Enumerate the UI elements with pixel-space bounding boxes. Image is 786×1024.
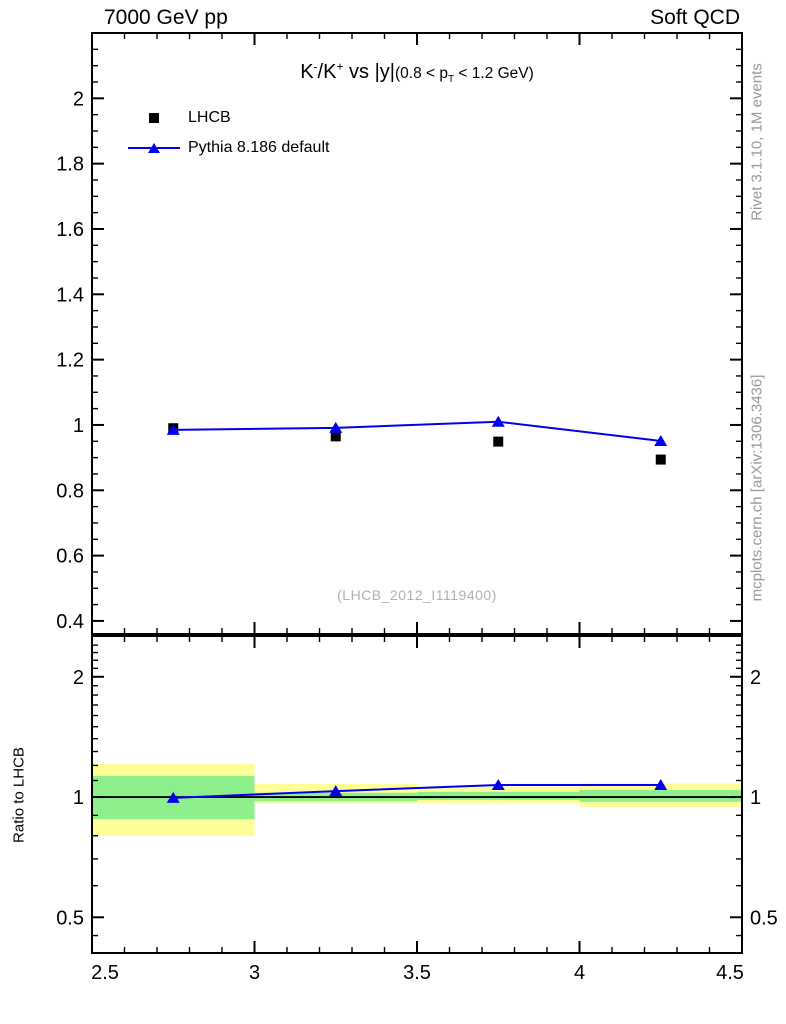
uncertainty-band-inner <box>417 791 580 801</box>
legend-label: LHCB <box>188 109 231 126</box>
legend-label: Pythia 8.186 default <box>188 139 330 156</box>
legend: LHCB Pythia 8.186 default <box>128 103 329 163</box>
lhcb-data-point <box>330 431 341 442</box>
x-tick-label: 3 <box>249 962 260 984</box>
main-y-tick-label: 1.2 <box>56 350 84 372</box>
pythia-ratio-line <box>173 783 661 799</box>
lhcb-data-point <box>493 436 504 447</box>
observable-text: K <box>300 60 314 83</box>
pythia-ratio-data-point <box>491 778 505 790</box>
legend-item-lhcb: LHCB <box>128 103 329 133</box>
triangle-marker-icon <box>148 143 160 153</box>
pt-range-text: (0.8 < p <box>394 64 448 82</box>
ratio-y-tick-label-left: 0.5 <box>56 907 84 929</box>
superscript-plus: + <box>336 59 344 73</box>
x-tick-label: 4 <box>574 962 585 984</box>
pythia-ratio-data-point <box>329 785 343 797</box>
ratio-axis-title: Ratio to LHCB <box>10 747 28 843</box>
ratio-y-tick-label-right: 0.5 <box>750 907 778 929</box>
ratio-y-tick-label-left: 2 <box>73 667 84 689</box>
pythia-data-point <box>654 434 668 446</box>
main-y-tick-label: 0.4 <box>56 611 84 633</box>
legend-marker <box>128 133 180 163</box>
x-tick-label: 4.5 <box>716 962 744 984</box>
x-tick-label: 2.5 <box>91 962 119 984</box>
main-y-tick-label: 0.6 <box>56 546 84 568</box>
superscript-minus: - <box>313 59 318 73</box>
rivet-version-label: Rivet 3.1.10, 1M events <box>748 63 766 221</box>
ratio-y-tick-label-left: 1 <box>73 787 84 809</box>
beam-energy-label: 7000 GeV pp <box>104 6 228 29</box>
main-y-tick-label: 1.8 <box>56 154 84 176</box>
uncertainty-band-inner <box>579 790 742 802</box>
pythia-ratio-data-point <box>654 778 668 790</box>
ratio-y-tick-label-right: 2 <box>750 667 761 689</box>
main-y-tick-label: 2 <box>73 88 84 110</box>
main-y-tick-label: 1 <box>73 415 84 437</box>
pythia-ratio-data-point <box>166 791 180 803</box>
lhcb-data-point <box>655 454 666 465</box>
pythia-data-point <box>329 421 343 433</box>
pythia-line <box>173 420 661 442</box>
mcplots-credit-label: mcplots.cern.ch [arXiv:1306.3436] <box>748 374 766 602</box>
legend-item-pythia: Pythia 8.186 default <box>128 133 329 163</box>
process-group-label: Soft QCD <box>650 6 740 29</box>
main-y-tick-label: 1.6 <box>56 219 84 241</box>
main-y-tick-label: 1.4 <box>56 284 84 306</box>
ratio-y-tick-label-right: 1 <box>750 787 761 809</box>
plot-title: K-/K+ vs |y|(0.8 < pT < 1.2 GeV) <box>300 59 534 85</box>
main-y-tick-label: 0.8 <box>56 480 84 502</box>
analysis-id-watermark: (LHCB_2012_I1119400) <box>337 587 497 603</box>
pythia-data-point <box>491 415 505 427</box>
pythia-data-point <box>166 423 180 435</box>
legend-marker <box>128 103 180 133</box>
subscript-T: T <box>447 73 455 85</box>
x-tick-label: 3.5 <box>403 962 431 984</box>
square-marker-icon <box>149 113 159 123</box>
